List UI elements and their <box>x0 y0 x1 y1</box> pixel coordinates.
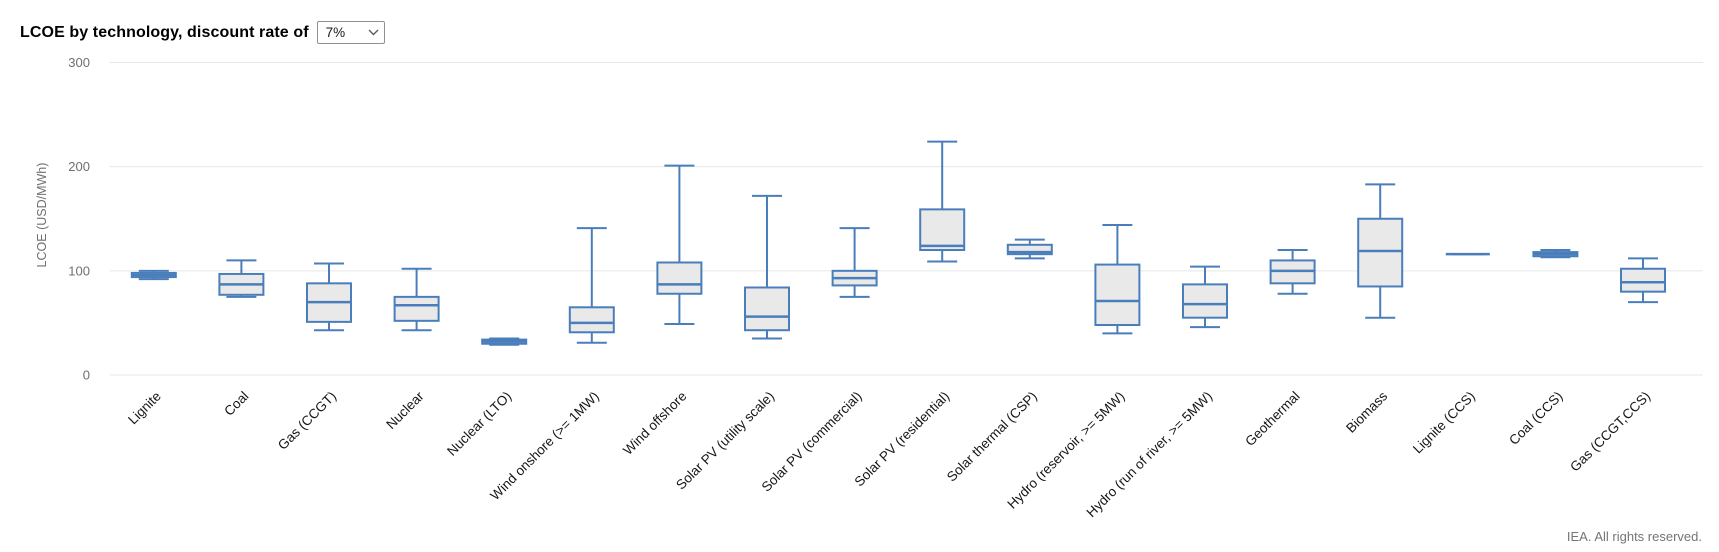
boxplot-solar-pv-residential[interactable] <box>919 140 966 263</box>
x-axis-label-biomass: Biomass <box>1343 388 1390 435</box>
boxplot-geothermal[interactable] <box>1269 248 1316 295</box>
x-axis-label-gas-ccgt-ccs: Gas (CCGT,CCS) <box>1567 389 1653 475</box>
boxplot-nuclear[interactable] <box>393 267 440 332</box>
x-axis-label-geothermal: Geothermal <box>1242 389 1302 449</box>
box-wind-onshore-1mw[interactable] <box>568 306 615 334</box>
boxplot-coal-ccs[interactable] <box>1532 248 1579 259</box>
box-nuclear[interactable] <box>393 295 440 322</box>
x-axis-label-lignite-ccs: Lignite (CCS) <box>1410 389 1478 457</box>
copyright-credit: IEA. All rights reserved. <box>1566 529 1702 544</box>
x-axis-label-coal: Coal <box>221 389 251 419</box>
boxplot-lignite[interactable] <box>130 269 177 281</box>
y-axis-tick-label-100: 100 <box>68 263 90 278</box>
discount-rate-select-wrap: 7% <box>316 21 385 44</box>
boxplot-biomass[interactable] <box>1357 183 1404 319</box>
x-axis-label-coal-ccs: Coal (CCS) <box>1506 389 1565 448</box>
boxplot-gas-ccgt[interactable] <box>306 262 352 332</box>
box-hydro-reservoir-5mw[interactable] <box>1094 263 1141 326</box>
box-wind-offshore[interactable] <box>656 261 703 295</box>
y-axis-tick-label-300: 300 <box>68 55 90 70</box>
box-solar-pv-residential[interactable] <box>919 208 966 251</box>
x-axis-label-solar-pv-commercial: Solar PV (commercial) <box>759 389 865 495</box>
boxplot-hydro-reservoir-5mw[interactable] <box>1094 223 1141 335</box>
boxplot-coal[interactable] <box>218 259 265 298</box>
boxplot-solar-thermal-csp[interactable] <box>1006 238 1053 260</box>
box-solar-thermal-csp[interactable] <box>1006 243 1053 256</box>
boxplot-wind-offshore[interactable] <box>656 164 703 325</box>
boxplot-gas-ccgt-ccs[interactable] <box>1620 257 1666 304</box>
box-gas-ccgt-ccs[interactable] <box>1620 267 1666 293</box>
boxplot-hydro-run-of-river-5mw[interactable] <box>1182 265 1228 329</box>
x-axis-label-solar-thermal-csp: Solar thermal (CSP) <box>944 389 1040 485</box>
x-axis-label-nuclear: Nuclear <box>383 388 427 432</box>
x-axis-label-wind-offshore: Wind offshore <box>620 389 689 458</box>
chart-title: LCOE by technology, discount rate of <box>20 23 309 41</box>
box-hydro-run-of-river-5mw[interactable] <box>1182 283 1228 319</box>
y-axis-tick-label-0: 0 <box>83 368 90 383</box>
y-axis-tick-label-200: 200 <box>68 159 90 174</box>
x-axis-label-solar-pv-utility-scale: Solar PV (utility scale) <box>673 389 777 493</box>
y-axis-title: LCOE (USD/MWh) <box>35 163 49 268</box>
boxplot-wind-onshore-1mw[interactable] <box>568 227 615 344</box>
discount-rate-select[interactable]: 7% <box>316 21 385 44</box>
box-biomass[interactable] <box>1357 217 1404 288</box>
x-axis-label-gas-ccgt: Gas (CCGT) <box>275 389 339 453</box>
chart-header: LCOE by technology, discount rate of 7% <box>20 21 385 44</box>
x-axis-label-nuclear-lto: Nuclear (LTO) <box>444 389 514 459</box>
boxplot-solar-pv-utility-scale[interactable] <box>744 194 790 340</box>
x-axis-label-solar-pv-residential: Solar PV (residential) <box>852 389 953 490</box>
boxplot-solar-pv-commercial[interactable] <box>831 227 878 298</box>
box-solar-pv-utility-scale[interactable] <box>744 286 790 332</box>
x-axis-label-lignite: Lignite <box>125 389 164 428</box>
boxplot-nuclear-lto[interactable] <box>481 337 528 346</box>
